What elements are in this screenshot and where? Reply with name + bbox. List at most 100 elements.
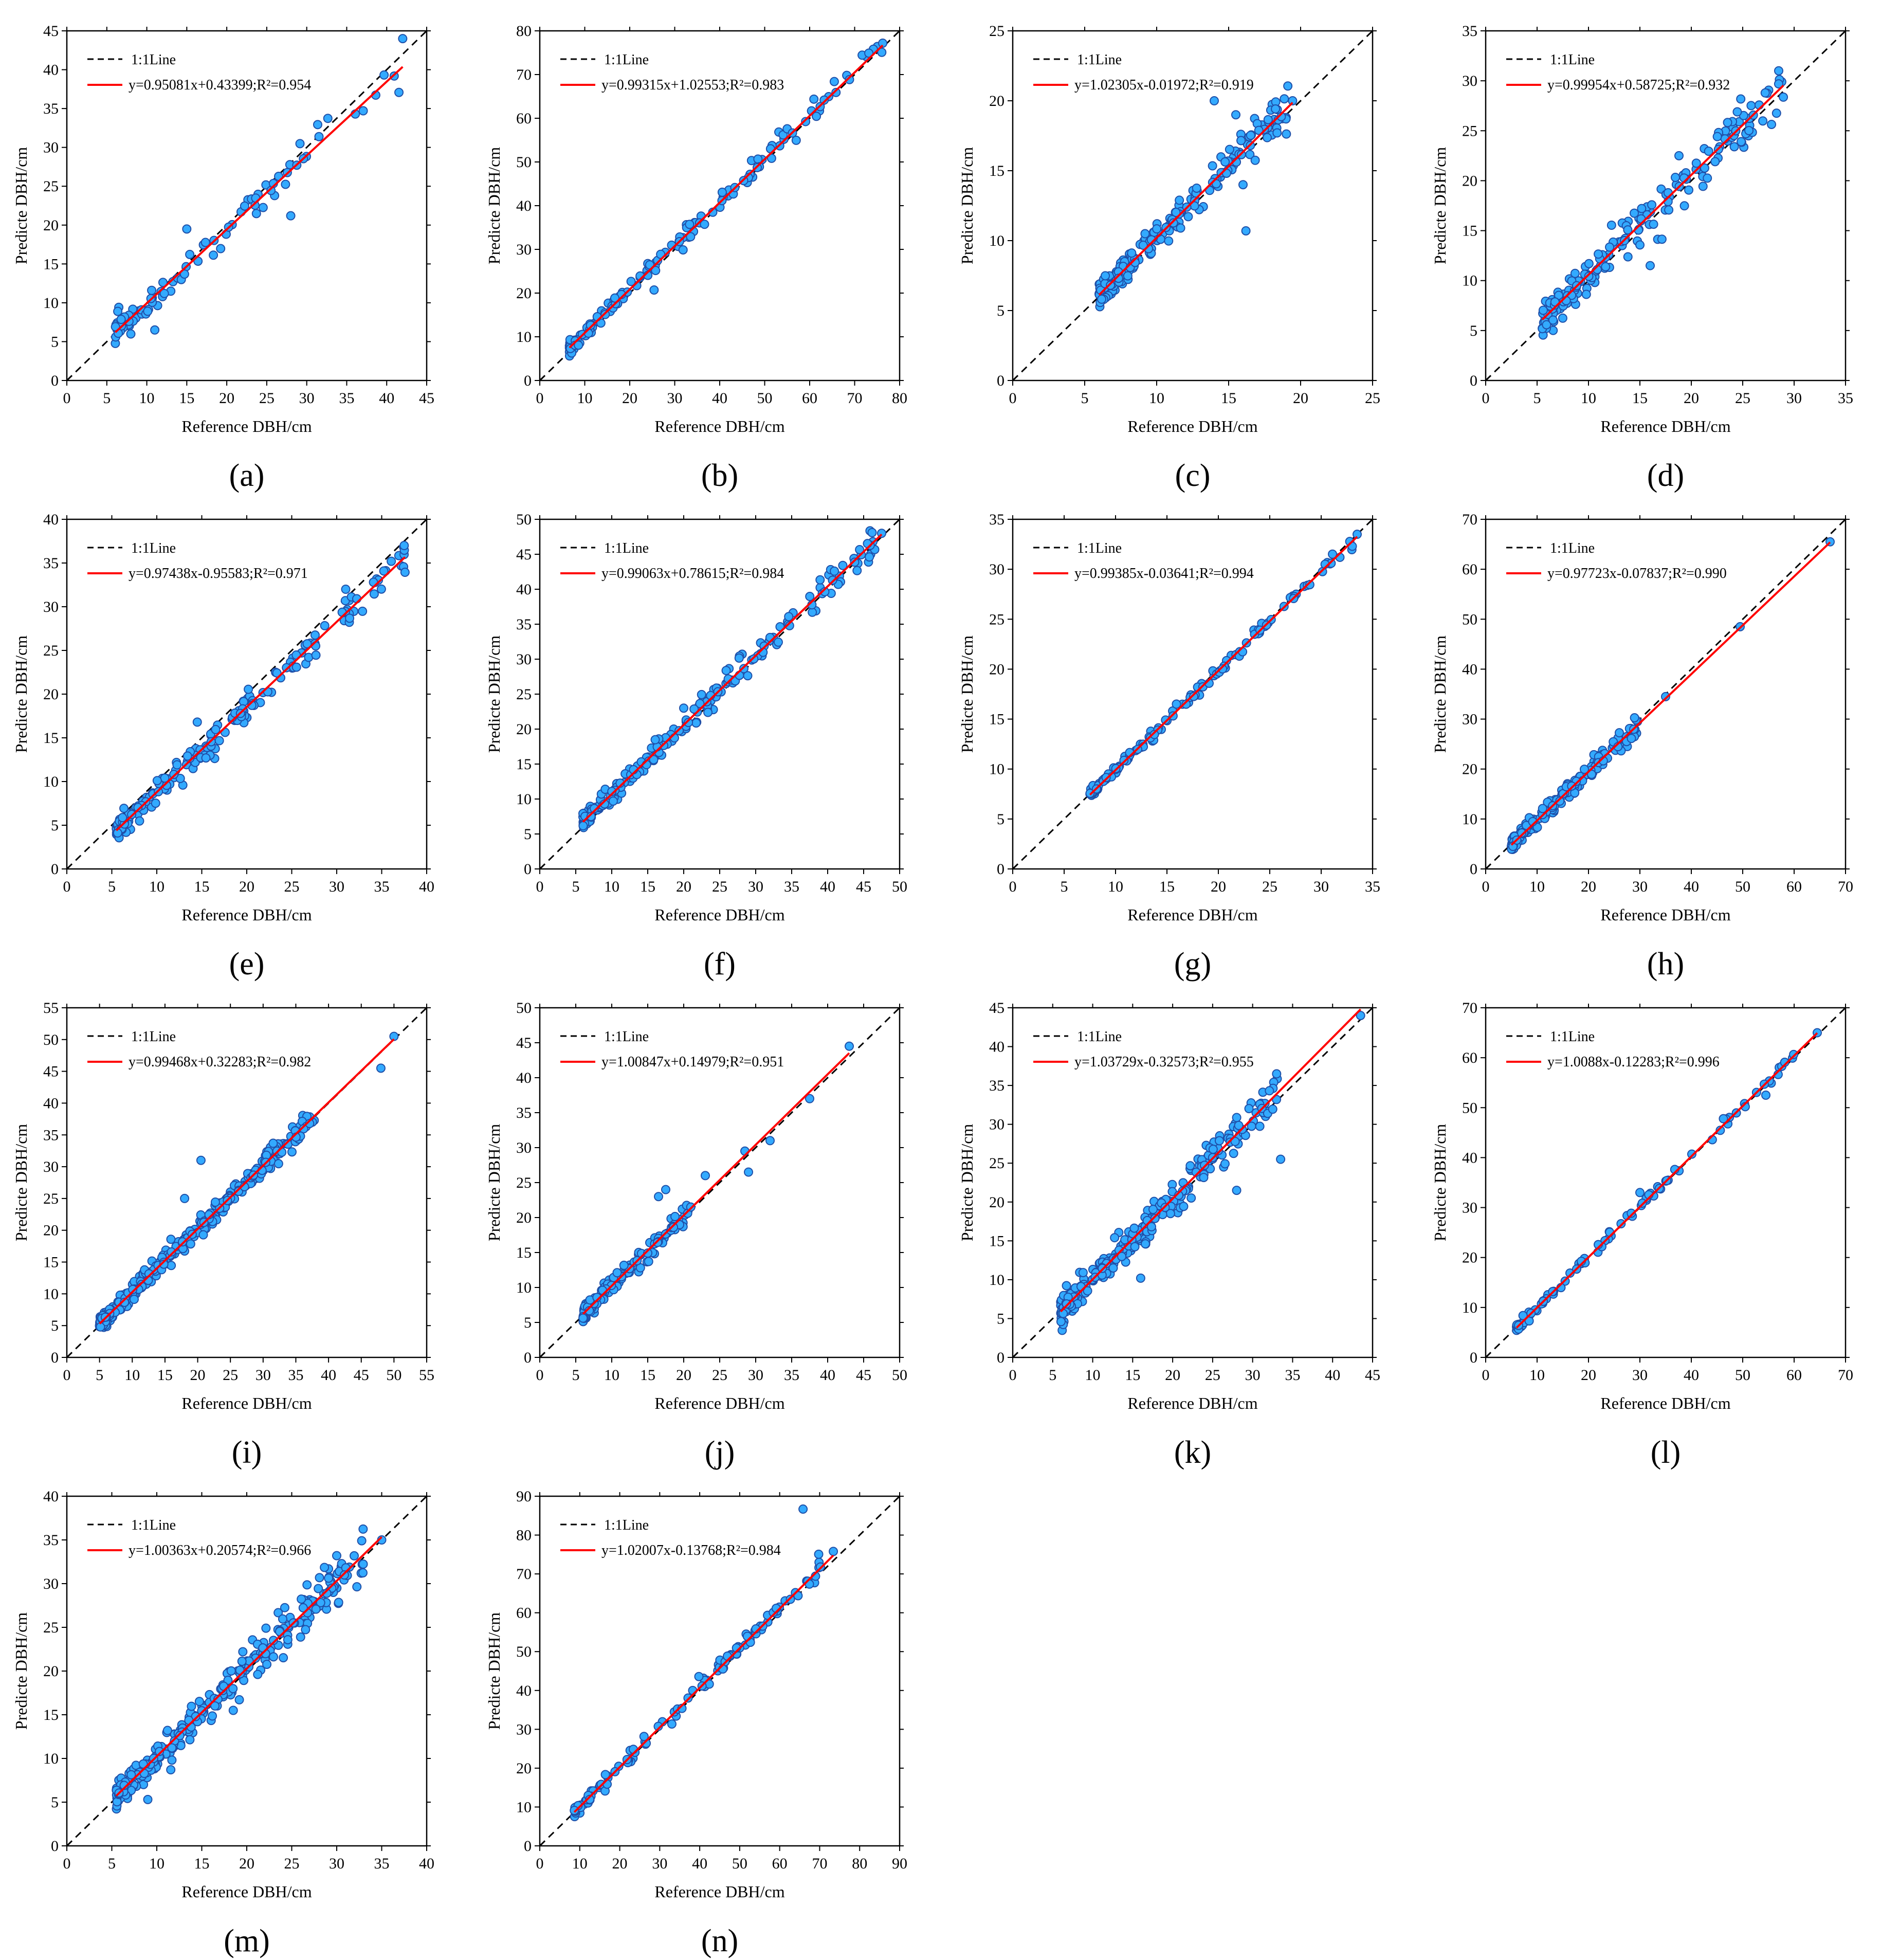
data-point [578, 821, 588, 831]
regression-line [1098, 102, 1293, 296]
plot-frame [1012, 1007, 1374, 1358]
data-point [1684, 185, 1694, 195]
data-point [1704, 147, 1713, 156]
x-tick-label: 40 [1684, 878, 1699, 895]
y-tick-label: 20 [989, 661, 1005, 678]
data-point [1141, 1239, 1150, 1249]
data-point [112, 1797, 122, 1807]
data-point [194, 1697, 204, 1707]
y-tick-label: 30 [1462, 711, 1477, 728]
y-tick-label: 30 [989, 561, 1005, 578]
x-tick-label: 5 [108, 1855, 116, 1872]
regression-line [1541, 84, 1784, 321]
data-point [175, 773, 185, 783]
data-point [1579, 765, 1589, 774]
data-point [739, 664, 748, 674]
data-point [387, 556, 396, 566]
data-point [358, 106, 368, 116]
y-axis: 0 5 10 15 20 25 30 35 40 45 50 [516, 511, 904, 878]
data-point [1161, 715, 1171, 725]
data-point [182, 224, 192, 234]
x-tick-label: 35 [374, 1855, 390, 1872]
y-axis-title: Predicte DBH/cm [958, 636, 976, 753]
y-tick-label: 5 [524, 826, 532, 843]
data-point [734, 653, 744, 663]
y-tick-label: 0 [997, 1349, 1005, 1366]
data-point [1176, 223, 1185, 233]
data-point [1282, 129, 1291, 139]
data-point [808, 607, 817, 617]
y-tick-label: 40 [516, 581, 532, 598]
y-tick-label: 35 [516, 1104, 532, 1121]
legend-identity-label: 1:1Line [131, 1517, 176, 1533]
data-point [626, 277, 636, 286]
data-point [686, 232, 696, 242]
data-point [1732, 107, 1742, 117]
x-axis: 0 5 10 15 20 25 30 35 40 [63, 515, 434, 895]
x-tick-label: 45 [354, 1367, 369, 1384]
x-tick-label: 5 [1061, 878, 1068, 895]
x-tick-label: 0 [536, 1855, 544, 1872]
data-point [314, 1584, 323, 1593]
x-axis-title: Reference DBH/cm [181, 1394, 312, 1412]
data-point [1220, 1159, 1230, 1169]
y-tick-label: 70 [1462, 1000, 1477, 1017]
data-point [586, 811, 596, 821]
data-point [228, 1684, 238, 1694]
y-tick-label: 45 [989, 1000, 1005, 1017]
x-tick-label: 20 [676, 1367, 691, 1384]
data-point [1186, 1193, 1196, 1203]
data-point [143, 1794, 153, 1804]
data-point [1250, 155, 1260, 165]
y-tick-label: 0 [997, 372, 1005, 389]
data-point [196, 1155, 206, 1165]
data-point [1356, 1011, 1365, 1021]
x-tick-label: 5 [1081, 390, 1089, 407]
y-tick-label: 20 [43, 686, 59, 703]
x-axis: 0 5 10 15 20 25 30 35 40 45 50 [536, 515, 907, 895]
legend-fit-equation: y=0.99385x-0.03641;R²=0.994 [1074, 566, 1254, 582]
x-axis: 0 10 20 30 40 50 60 70 80 [536, 27, 907, 407]
y-tick-label: 50 [516, 1000, 532, 1017]
data-point [1646, 261, 1655, 270]
data-point [116, 315, 126, 324]
legend-identity-label: 1:1Line [131, 52, 176, 68]
x-tick-label: 50 [892, 878, 907, 895]
x-tick-label: 30 [748, 878, 763, 895]
x-axis-title: Reference DBH/cm [181, 1882, 312, 1901]
x-tick-label: 10 [572, 1855, 588, 1872]
data-point [1056, 1317, 1066, 1327]
legend-identity-label: 1:1Line [1550, 1029, 1595, 1045]
y-tick-label: 25 [989, 1155, 1005, 1172]
y-axis: 0 10 20 30 40 50 60 70 [1462, 1000, 1850, 1366]
y-tick-label: 15 [989, 1232, 1005, 1249]
y-tick-label: 35 [1462, 23, 1477, 40]
y-tick-label: 10 [43, 295, 59, 312]
y-tick-label: 5 [51, 1794, 59, 1811]
data-point [169, 770, 179, 779]
data-point [1698, 182, 1708, 191]
data-point [1627, 1208, 1636, 1218]
data-point [379, 566, 389, 576]
data-point [291, 662, 301, 672]
data-point [812, 112, 821, 121]
scatter-panel-d: 0 5 10 15 20 25 30 35 0 5 10 15 20 25 30 35 Reference DB… [1431, 23, 1853, 493]
x-tick-label: 40 [692, 1855, 707, 1872]
data-point [1152, 224, 1162, 234]
panel-label: (n) [701, 1923, 738, 1958]
legend-fit-equation: y=1.00847x+0.14979;R²=0.951 [601, 1054, 784, 1070]
data-point [151, 798, 160, 808]
identity-line [1012, 1007, 1374, 1358]
x-tick-label: 70 [812, 1855, 827, 1872]
x-tick-label: 25 [284, 878, 300, 895]
data-point [258, 203, 268, 212]
data-point [192, 717, 202, 727]
data-point [208, 1711, 217, 1721]
panel-label: (m) [224, 1923, 270, 1958]
x-axis-title: Reference DBH/cm [1127, 905, 1257, 924]
data-point [1687, 1149, 1696, 1159]
x-axis-title: Reference DBH/cm [1127, 417, 1257, 435]
data-point [678, 245, 688, 255]
y-tick-label: 0 [524, 1349, 532, 1366]
x-tick-label: 40 [1684, 1367, 1699, 1384]
